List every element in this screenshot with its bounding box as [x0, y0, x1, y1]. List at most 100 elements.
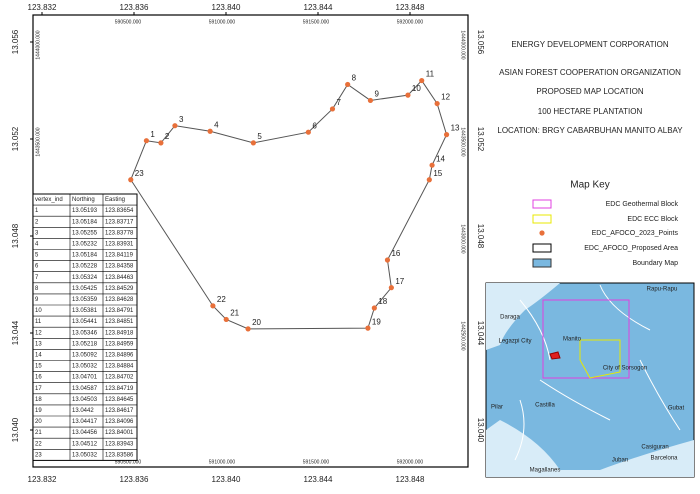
vertex-point [429, 162, 435, 168]
table-cell: 13.05032 [72, 452, 98, 458]
lat-label: 13.056 [476, 30, 485, 55]
lon-label: 123.836 [120, 3, 149, 12]
table-cell: 13.05228 [72, 264, 98, 270]
place-label: Gubat [668, 406, 685, 412]
vertex-point [371, 305, 377, 311]
inset-rivers [514, 284, 681, 461]
lat-label: 13.044 [476, 321, 485, 346]
table-cell: 4 [35, 242, 39, 248]
geothermal-block [542, 299, 630, 379]
key-label: EDC Geothermal Block [606, 201, 679, 208]
table-cell: 123.83654 [105, 208, 134, 214]
table-cell: 17 [35, 386, 42, 392]
inset-sea [486, 283, 560, 350]
northing-label: 1443500.000 [35, 127, 41, 156]
vertex-label: 22 [217, 295, 226, 304]
table-cell: 123.84096 [105, 419, 134, 425]
place-label: Rapu-Rapu [647, 287, 678, 293]
key-swatch [532, 258, 552, 268]
lon-label: 123.840 [212, 475, 241, 484]
key-label: EDC_AFOCO_Proposed Area [584, 245, 678, 252]
vertex-point [223, 316, 229, 323]
table-cell: 123.84791 [105, 308, 134, 314]
vertex-label: 11 [426, 70, 435, 79]
vertex-label: 15 [433, 169, 442, 178]
key-swatch [532, 243, 552, 253]
lon-label: 123.844 [304, 3, 333, 12]
vertex-label: 20 [252, 318, 261, 327]
lat-label: 13.040 [11, 417, 20, 442]
table-cell: 10 [35, 308, 42, 314]
table-cell: 16 [35, 375, 42, 381]
table-cell: 13.05425 [72, 286, 98, 292]
lat-label: 13.052 [476, 127, 485, 152]
vertex-point [143, 138, 150, 144]
table-cell: 7 [35, 275, 39, 281]
table-cell: 1 [35, 208, 39, 214]
vertex-point [345, 81, 351, 88]
vertex-label: 17 [395, 277, 404, 286]
vertex-point [426, 177, 432, 183]
table-cell: 13.05324 [72, 275, 98, 281]
vertex-point [329, 106, 336, 112]
vertex-point [384, 257, 391, 263]
table-cell: 13 [35, 341, 42, 347]
table-cell: 123.84918 [105, 330, 134, 336]
vertex-label: 18 [378, 297, 387, 306]
ecc-block [579, 339, 621, 379]
vertex-label: 19 [372, 317, 381, 326]
vertex-label: 1 [150, 130, 155, 139]
table-cell: 12 [35, 330, 42, 336]
vertex-point [419, 77, 425, 84]
table-cell: 123.84851 [105, 319, 134, 325]
vertex-label: 10 [412, 84, 421, 93]
vertex-point [443, 132, 450, 138]
vertex-label: 2 [165, 132, 170, 141]
key-swatch [532, 214, 552, 224]
key-title: Map Key [570, 180, 609, 191]
lon-label: 123.848 [396, 3, 425, 12]
table-cell: 13.05346 [72, 330, 98, 336]
table-cell: 6 [35, 264, 39, 270]
table-cell: 123.84001 [105, 430, 134, 436]
vertex-point [405, 92, 411, 98]
easting-label: 592000.000 [397, 459, 424, 465]
lat-label: 13.056 [11, 29, 20, 54]
table-cell: 13.04503 [72, 397, 98, 403]
table-cell: 13.05359 [72, 297, 98, 303]
table-cell: 123.83931 [105, 242, 134, 248]
table-cell: 11 [35, 319, 42, 325]
northing-label: 1444000.000 [460, 30, 466, 59]
table-cell: 13.05255 [72, 230, 98, 236]
place-label: Juban [612, 458, 628, 464]
inset-map [485, 282, 695, 478]
key-swatch [539, 230, 545, 236]
vertex-point [365, 325, 371, 331]
northing-label: 1443500.000 [460, 127, 466, 156]
title-line: 100 HECTARE PLANTATION [538, 107, 643, 116]
table-cell: 123.84645 [105, 397, 134, 403]
vertex-label: 3 [179, 115, 184, 124]
place-label: Daraga [500, 315, 520, 321]
table-cell: 13.05218 [72, 341, 98, 347]
place-label: Casiguran [641, 445, 668, 451]
title-line: ENERGY DEVELOPMENT CORPORATION [511, 40, 669, 49]
table-cell: 13.05193 [72, 208, 98, 214]
table-cell: 21 [35, 430, 42, 436]
vertex-point [305, 129, 311, 135]
vertex-point [388, 285, 394, 291]
lat-label: 13.044 [11, 320, 20, 345]
table-cell: 13.04701 [72, 375, 98, 381]
table-cell: 13.05032 [72, 364, 98, 370]
lon-label: 123.832 [28, 3, 57, 12]
easting-label: 591500.000 [303, 459, 330, 465]
lon-label: 123.836 [120, 475, 149, 484]
title-line: LOCATION: BRGY CABARBUHAN MANITO ALBAY [497, 126, 683, 135]
table-cell: 13.04417 [72, 419, 98, 425]
table-cell: 13.05441 [72, 319, 98, 325]
table-cell: 123.83586 [105, 452, 134, 458]
table-header: Northing [72, 197, 95, 203]
easting-label: 591000.000 [209, 19, 236, 25]
table-cell: 123.84628 [105, 297, 134, 303]
